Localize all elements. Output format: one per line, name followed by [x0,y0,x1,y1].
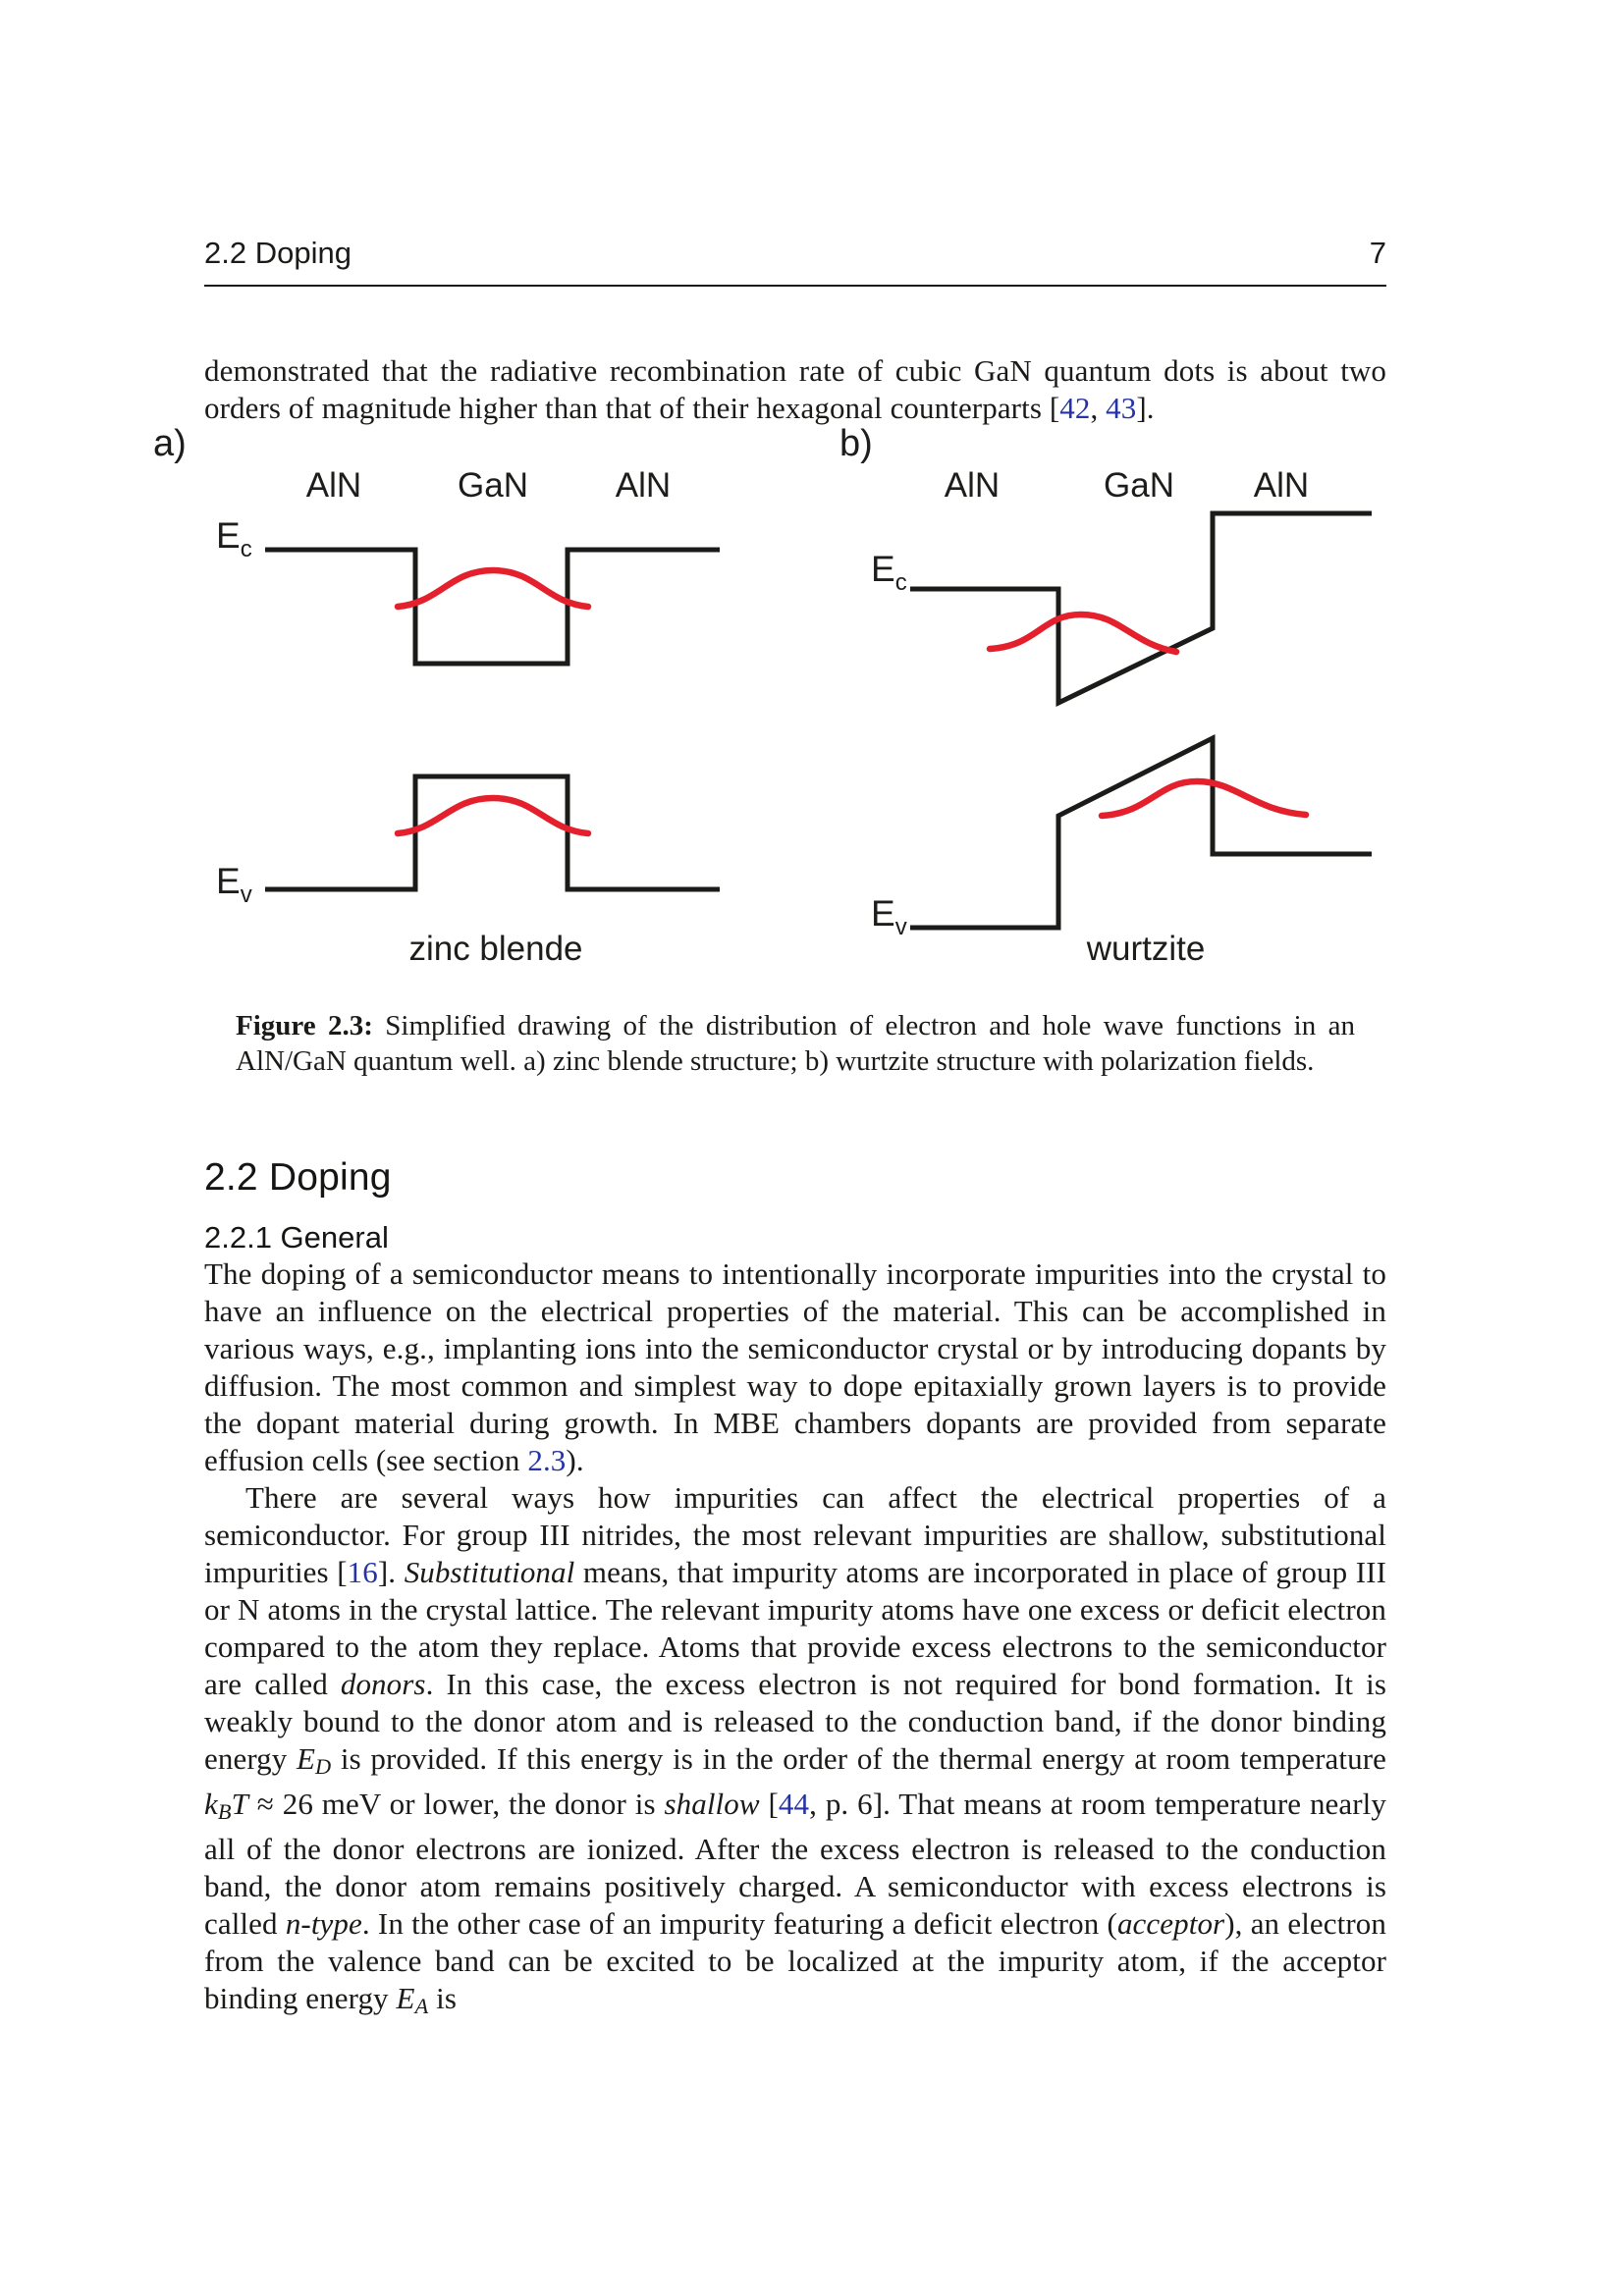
text-segment: The doping of a semiconductor means to i… [204,1256,1386,1477]
text-segment: Simplified drawing of the distribution o… [236,1010,1355,1077]
text-segment: , p. 6]. That means at room temperature … [204,1786,1386,1941]
ec-label: Ec [216,515,252,562]
citation-link[interactable]: 44 [778,1786,810,1821]
band-diagram-wurtzite: b) AlN GaN AlN Ec Ev wurtzite [839,423,1372,968]
electron-wavefunction-curve [986,611,1180,656]
material-label-aln-left: AlN [306,466,361,505]
text-segment: . In the other case of an impurity featu… [361,1905,1117,1941]
text-segment: n-type [285,1905,362,1941]
text-segment: , [1090,391,1107,425]
text-segment: demonstrated that the radiative recombin… [204,353,1386,425]
material-label-gan: GaN [1104,466,1174,505]
text-segment: Figure 2.3: [236,1010,373,1041]
material-label-aln-right: AlN [616,466,671,505]
body-paragraph-2: There are several ways how impurities ca… [204,1479,1386,2025]
text-segment: acceptor [1116,1905,1225,1941]
text-segment: is provided. If this energy is in the or… [331,1741,1386,1776]
text-segment: ). [566,1443,584,1477]
electron-wavefunction-curve [394,566,592,611]
citation-link[interactable]: 2.3 [527,1443,567,1477]
citation-link[interactable]: 16 [347,1555,378,1589]
structure-label-wurtzite: wurtzite [1086,930,1206,968]
conduction-band-trace [910,510,1372,707]
text-segment: ≈ 26 meV or lower, the donor is [247,1786,665,1821]
text-segment: k [204,1786,218,1821]
ec-label: Ec [871,549,907,596]
material-label-gan: GaN [458,466,528,505]
intro-paragraph: demonstrated that the radiative recombin… [204,352,1386,427]
text-segment: ), an electron from the valence band can… [204,1905,1386,2015]
hole-wavefunction-curve [394,794,592,837]
section-heading: 2.2 Doping [204,1156,392,1200]
running-header-section: 2.2 Doping [204,236,352,270]
text-segment: T [231,1786,248,1821]
panel-a-tag: a) [153,423,187,464]
text-segment: ]. [377,1555,405,1589]
text-segment: means, that impurity atoms are incorpora… [204,1555,1387,1701]
text-segment: [ [759,1786,779,1821]
text-segment: shallow [664,1786,760,1821]
hole-wavefunction-curve [1098,777,1310,820]
structure-label-zincblende: zinc blende [408,930,582,968]
band-diagram-zincblende: a) AlN GaN AlN Ec Ev zinc blende [153,423,720,968]
panel-b-tag: b) [839,423,873,464]
valence-band-trace [265,774,720,892]
material-label-aln-left: AlN [945,466,1000,505]
running-header: 2.2 Doping 7 [204,236,1386,287]
text-segment: is [428,1980,458,2015]
material-label-aln-right: AlN [1254,466,1309,505]
text-segment: Substitutional [404,1555,575,1589]
body-paragraph-1: The doping of a semiconductor means to i… [204,1255,1386,1479]
figure-caption: Figure 2.3: Simplified drawing of the di… [236,1008,1355,1079]
subsection-heading: 2.2.1 General [204,1220,389,1255]
ev-label: Ev [216,861,252,908]
page-number: 7 [1369,236,1386,270]
valence-band-trace [910,733,1372,931]
citation-link[interactable]: 43 [1106,391,1137,425]
text-segment: D [315,1753,332,1779]
text-segment: E [297,1741,316,1776]
text-segment: ]. [1136,391,1155,425]
text-segment: There are several ways how impurities ca… [204,1480,1386,1589]
text-segment: E [396,1980,415,2015]
conduction-band-trace [265,547,720,667]
text-segment: B [217,1798,232,1824]
citation-link[interactable]: 42 [1059,391,1091,425]
text-segment: donors [340,1667,426,1701]
text-segment: A [414,1993,429,2018]
ev-label: Ev [871,893,907,940]
text-segment: . In this case, the excess electron is n… [204,1667,1386,1776]
